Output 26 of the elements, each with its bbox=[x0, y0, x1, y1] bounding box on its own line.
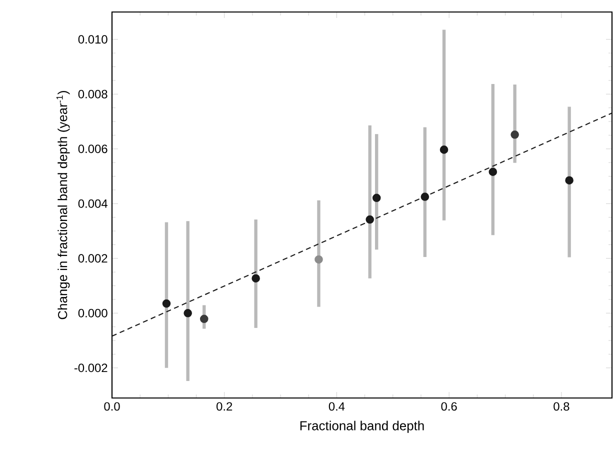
point bbox=[565, 176, 574, 185]
x-tick-label: 0.0 bbox=[104, 402, 120, 411]
point bbox=[440, 146, 448, 154]
point bbox=[184, 308, 192, 318]
y-tick-label: 0.004 bbox=[78, 199, 108, 208]
y-axis-title: Change in fractional band depth (year$^{-1}$) bbox=[56, 91, 70, 320]
point bbox=[488, 168, 498, 176]
point bbox=[510, 130, 519, 139]
x-axis-title: Fractional band depth bbox=[300, 420, 424, 433]
x-tick-label: 0.2 bbox=[216, 402, 232, 411]
y-tick-label: 0.000 bbox=[78, 308, 108, 318]
point bbox=[420, 192, 430, 201]
x-tick-label: 0.8 bbox=[554, 402, 570, 411]
y-tick-label: 0.008 bbox=[78, 90, 108, 98]
y-tick-label: 0.002 bbox=[78, 254, 108, 263]
x-tick-label: 0.4 bbox=[328, 402, 345, 411]
y-tick-label: 0.010 bbox=[78, 35, 108, 44]
y-tick-label: -0.002 bbox=[74, 364, 108, 372]
point bbox=[366, 215, 374, 224]
point bbox=[314, 255, 323, 264]
point bbox=[200, 314, 208, 324]
x-tick-label: 0.6 bbox=[441, 402, 457, 411]
point bbox=[162, 299, 171, 308]
point bbox=[252, 274, 260, 283]
point bbox=[372, 194, 381, 202]
y-tick-label: 0.006 bbox=[78, 144, 108, 154]
